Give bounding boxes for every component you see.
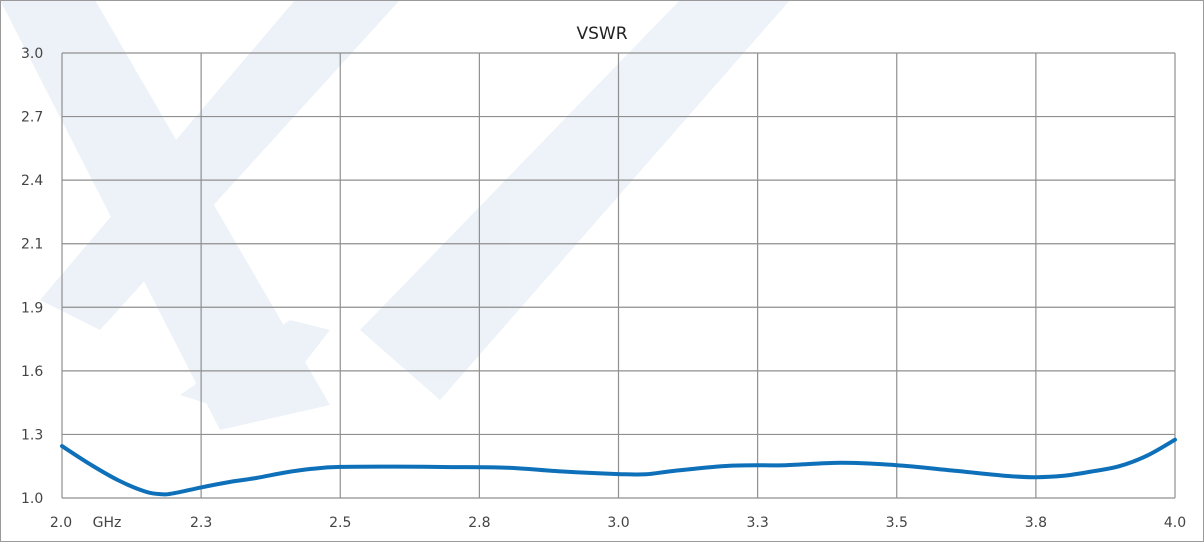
y-tick-label: 1.0: [21, 491, 43, 507]
y-tick-label: 2.1: [21, 237, 43, 253]
x-tick-label: 4.0: [1164, 515, 1186, 531]
x-tick-label: 2.0: [50, 515, 72, 531]
x-tick-label: 2.3: [190, 515, 212, 531]
x-tick-label: 2.8: [468, 515, 490, 531]
x-tick-labels: 2.0 2.3 2.5 2.8 3.0 3.3 3.5 3.8 4.0: [50, 515, 1186, 531]
chart-title: VSWR: [576, 24, 627, 44]
x-tick-label: 3.8: [1025, 515, 1047, 531]
watermark-logo: [0, 0, 790, 430]
y-tick-labels: 1.0 1.3 1.6 1.9 2.1 2.4 2.7 3.0: [21, 46, 43, 507]
x-tick-label: 2.5: [329, 515, 351, 531]
y-tick-label: 2.7: [21, 110, 43, 126]
y-tick-label: 2.4: [21, 173, 43, 189]
x-tick-label: 3.0: [607, 515, 629, 531]
y-tick-label: 3.0: [21, 46, 43, 62]
y-tick-label: 1.3: [21, 427, 43, 443]
x-tick-label: 3.3: [746, 515, 768, 531]
x-unit-label: GHz: [93, 515, 122, 531]
vswr-series-line: [60, 437, 1177, 497]
series-layer: [60, 437, 1177, 497]
x-tick-label: 3.5: [886, 515, 908, 531]
y-tick-label: 1.6: [21, 364, 43, 380]
y-tick-label: 1.9: [21, 300, 43, 316]
grid-lines: [61, 52, 1176, 499]
